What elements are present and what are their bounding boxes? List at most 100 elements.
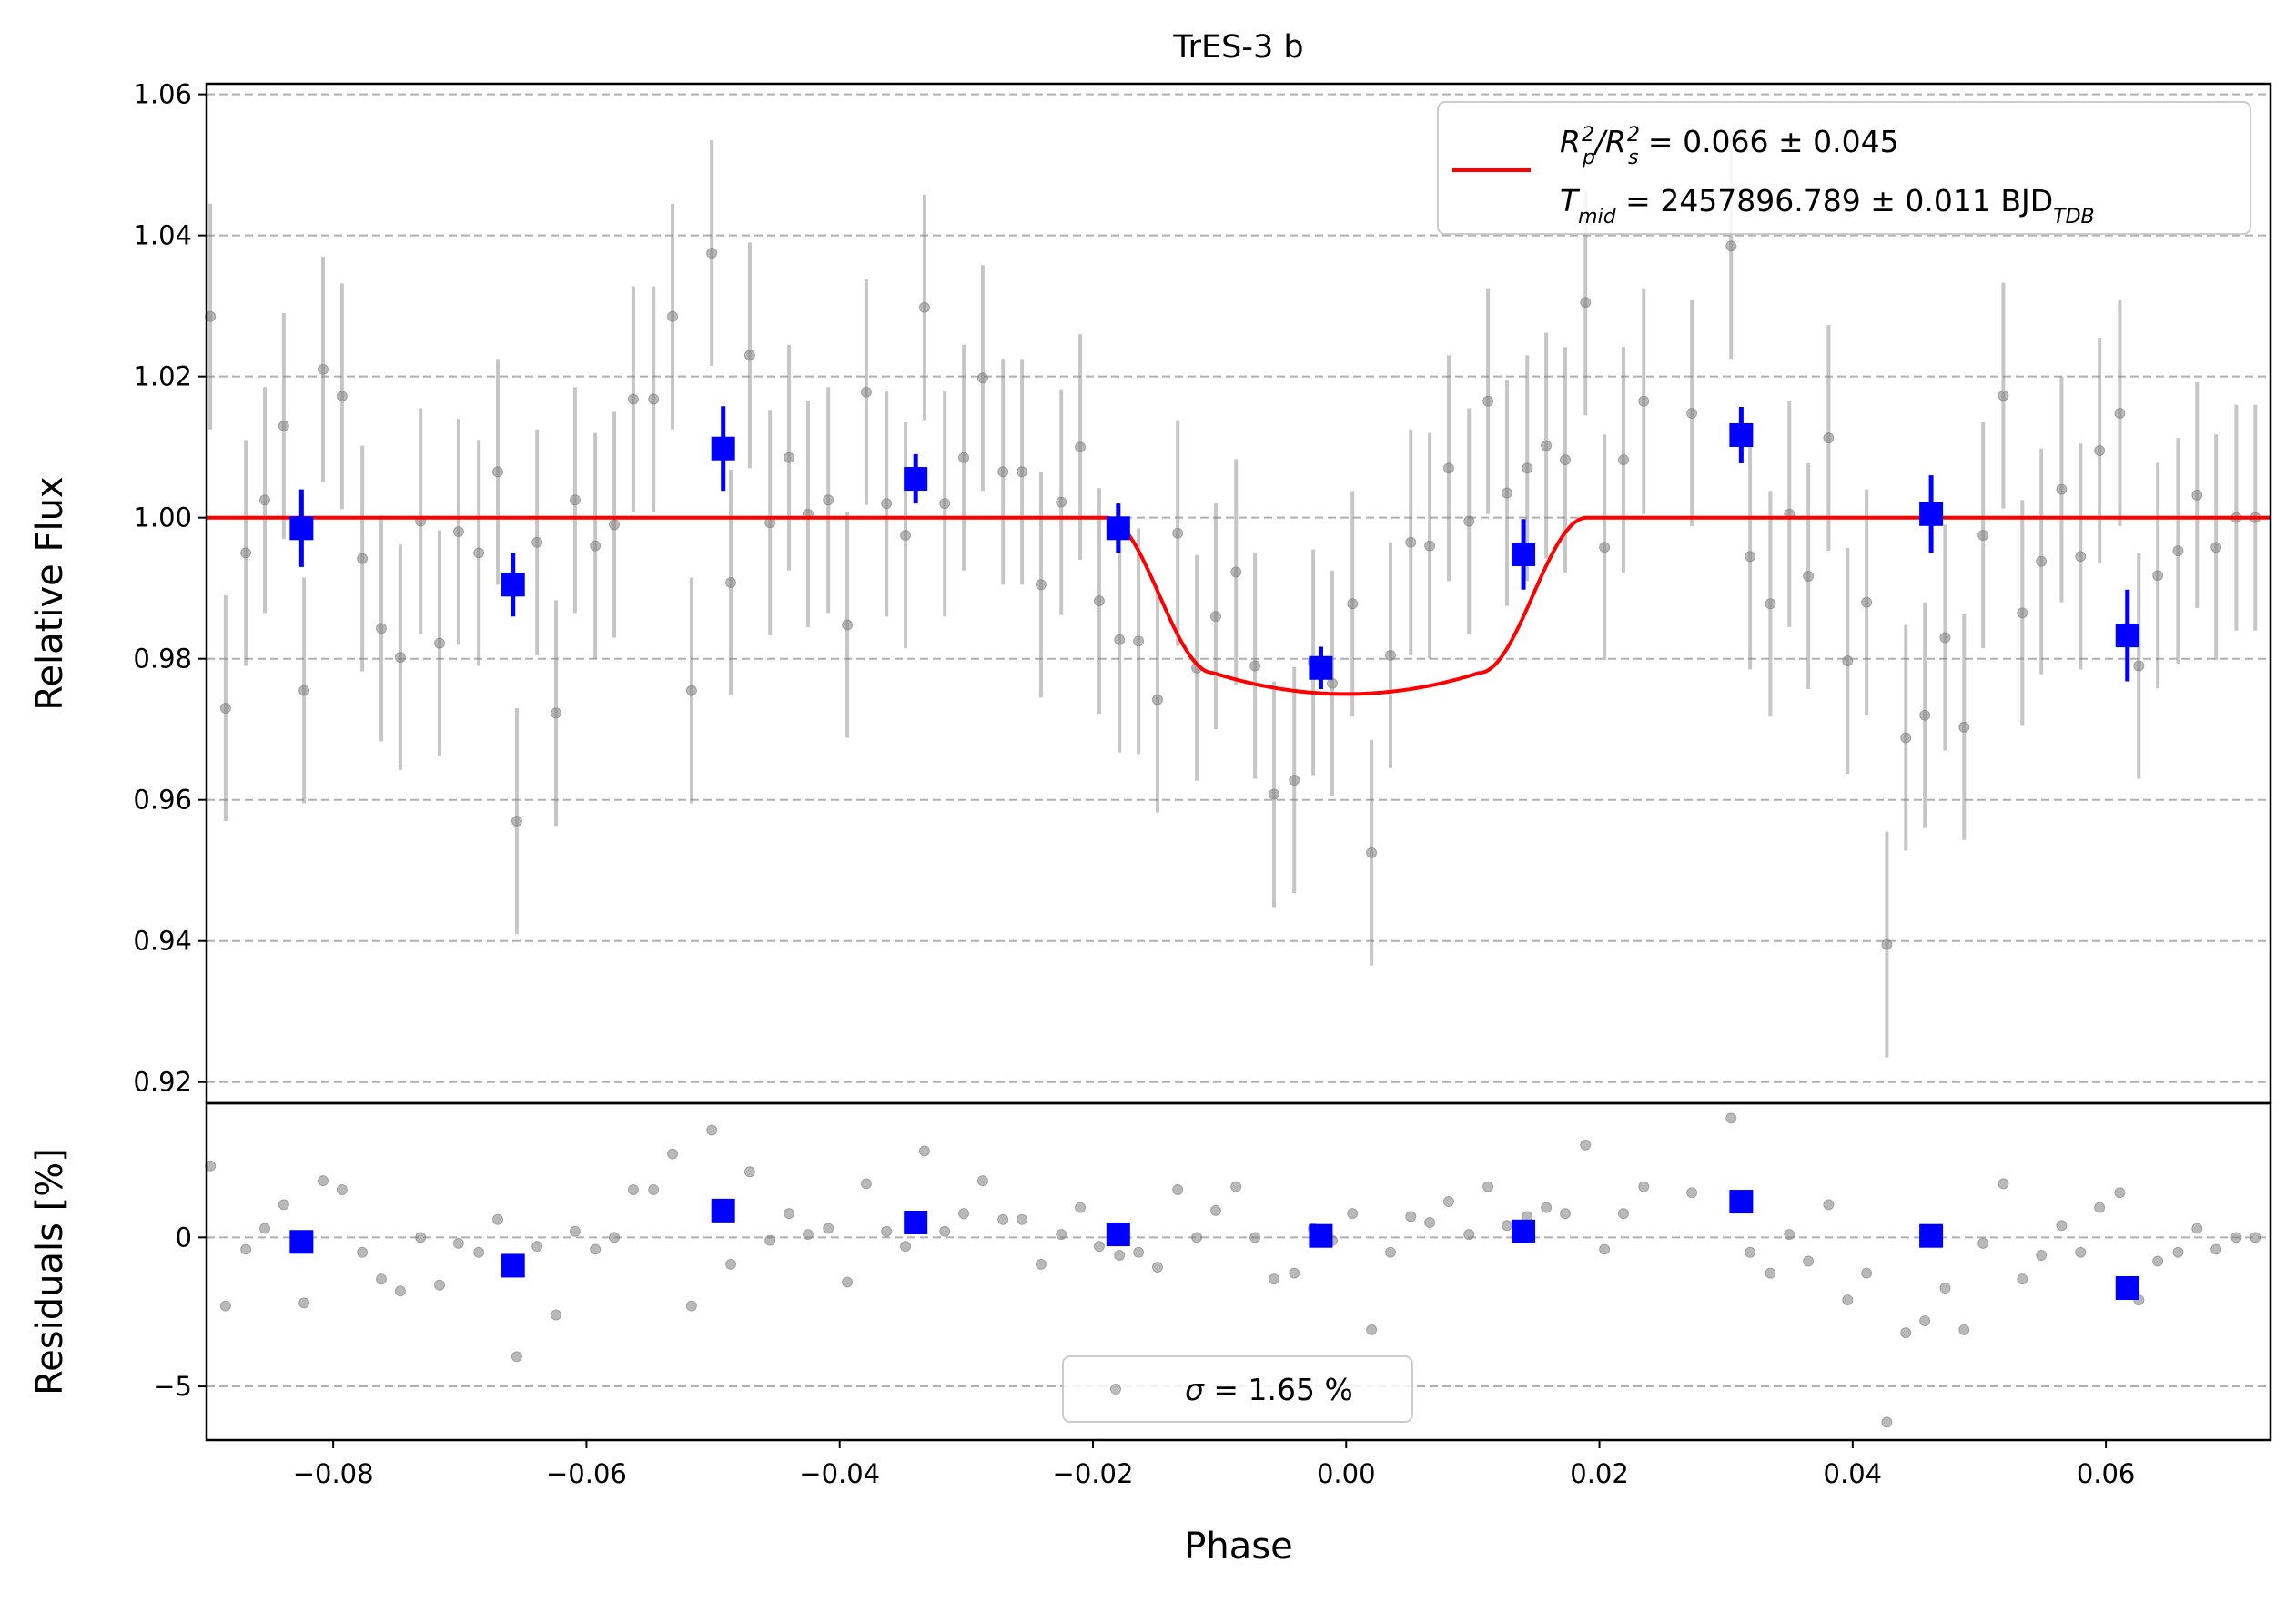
raw-residual-point [706, 1124, 718, 1136]
raw-residual-point [298, 1297, 310, 1309]
raw-residual-point [259, 1223, 271, 1234]
raw-residual-point [357, 1246, 369, 1258]
bottom-legend: σ = 1.65 % [1062, 1355, 1413, 1423]
raw-residual-point [1035, 1258, 1047, 1270]
raw-point [1861, 596, 1873, 608]
raw-point [336, 391, 348, 402]
raw-residual-point [394, 1285, 406, 1297]
raw-residual-point [376, 1273, 388, 1285]
raw-point [1617, 454, 1629, 466]
raw-point [357, 553, 369, 564]
bottom-panel-raw-residuals [205, 1112, 2261, 1428]
x-tick-label: 0.06 [2077, 1458, 2136, 1489]
raw-residual-point [2152, 1255, 2164, 1267]
raw-point [278, 420, 289, 431]
raw-residual-point [1172, 1183, 1184, 1195]
x-tick-label: −0.02 [1053, 1458, 1134, 1489]
binned-residual-point [1309, 1223, 1333, 1248]
raw-point [2075, 551, 2087, 563]
legend-rp-sup: 2 [1582, 124, 1594, 147]
top-y-tick-label: 1.02 [133, 361, 192, 392]
legend-tmid-sub: mid [1578, 206, 1617, 228]
raw-point [627, 393, 639, 405]
raw-residual-point [939, 1225, 951, 1237]
raw-point [1958, 721, 1970, 733]
raw-point [1209, 611, 1221, 623]
top-panel-raw-points [205, 133, 2261, 1058]
raw-residual-point [1405, 1211, 1417, 1223]
bottom-legend-box [1062, 1355, 1413, 1423]
raw-point [1230, 566, 1242, 578]
raw-residual-point [1881, 1416, 1893, 1428]
raw-point [1482, 395, 1494, 407]
raw-point [1803, 571, 1815, 583]
raw-residual-point [2075, 1246, 2087, 1258]
raw-residual-point [240, 1243, 252, 1255]
raw-residual-point [569, 1225, 581, 1237]
raw-point [784, 451, 795, 463]
raw-residual-point [1384, 1246, 1396, 1258]
legend-sigma-value: = 1.65 % [1204, 1372, 1353, 1407]
raw-residual-point [278, 1199, 289, 1211]
raw-residual-point [511, 1351, 522, 1363]
bottom-panel-frame [205, 1101, 2272, 1442]
raw-residual-point [2114, 1187, 2126, 1199]
raw-residual-point [1133, 1246, 1145, 1258]
raw-residual-point [2230, 1232, 2242, 1243]
raw-point [1347, 598, 1359, 610]
raw-residual-point [1209, 1204, 1221, 1216]
raw-residual-point [1725, 1112, 1737, 1124]
legend-tmid-entry: Tmid = 2457896.789 ± 0.011 BJDTDB [1560, 183, 2095, 228]
raw-point [2172, 545, 2184, 557]
raw-residual-point [473, 1246, 485, 1258]
raw-residual-point [2250, 1232, 2261, 1243]
raw-residual-point [1230, 1181, 1242, 1192]
raw-point [1939, 632, 1951, 644]
raw-point [205, 310, 217, 322]
x-axis-ticks: −0.08 −0.06 −0.04 −0.02 0.00 0.02 0.04 0.06 [293, 1440, 2136, 1489]
raw-point [551, 707, 562, 719]
raw-residual-point [2191, 1223, 2203, 1234]
legend-rp-sub: p [1582, 147, 1595, 169]
raw-point [531, 536, 543, 548]
top-panel-y-ticks: 0.92 0.94 0.96 0.98 1.00 1.02 1.04 1.06 [133, 79, 207, 1098]
legend-rp-rs-entry: R2 p/R2 s = 0.066 ± 0.045 [1560, 124, 1899, 169]
raw-point [918, 301, 930, 313]
raw-residual-point [1617, 1208, 1629, 1220]
raw-point [492, 466, 504, 478]
raw-point [976, 372, 988, 384]
raw-residual-point [685, 1300, 697, 1312]
binned-point [904, 467, 928, 492]
raw-point [725, 576, 737, 588]
raw-residual-point [1559, 1208, 1571, 1220]
raw-residual-point [1017, 1213, 1028, 1225]
raw-point [1638, 395, 1650, 407]
raw-residual-point [860, 1178, 872, 1190]
raw-residual-point [1745, 1246, 1756, 1258]
raw-point [1326, 677, 1338, 689]
raw-residual-point [958, 1208, 970, 1220]
raw-point [1998, 390, 2009, 401]
raw-residual-point [609, 1232, 621, 1243]
top-y-tick-label: 0.98 [133, 644, 192, 675]
binned-residual-point [289, 1230, 314, 1254]
legend-rp-symbol: R [1560, 124, 1581, 159]
raw-point [1725, 240, 1737, 252]
raw-residual-point [205, 1160, 217, 1172]
binned-residual-point [1106, 1223, 1130, 1247]
raw-residual-point [823, 1223, 834, 1234]
raw-residual-point [1919, 1315, 1931, 1327]
raw-point [997, 466, 1009, 478]
raw-residual-point [725, 1258, 737, 1270]
raw-residual-point [318, 1175, 329, 1187]
legend-tdb-sub: TDB [2053, 206, 2094, 228]
raw-point [1114, 634, 1126, 645]
binned-point [1309, 655, 1333, 680]
raw-point [706, 248, 718, 259]
raw-residual-point [1842, 1294, 1854, 1306]
top-y-tick-label: 1.06 [133, 79, 192, 110]
raw-point [240, 547, 252, 559]
raw-point [2191, 489, 2203, 501]
raw-residual-point [1823, 1199, 1835, 1211]
